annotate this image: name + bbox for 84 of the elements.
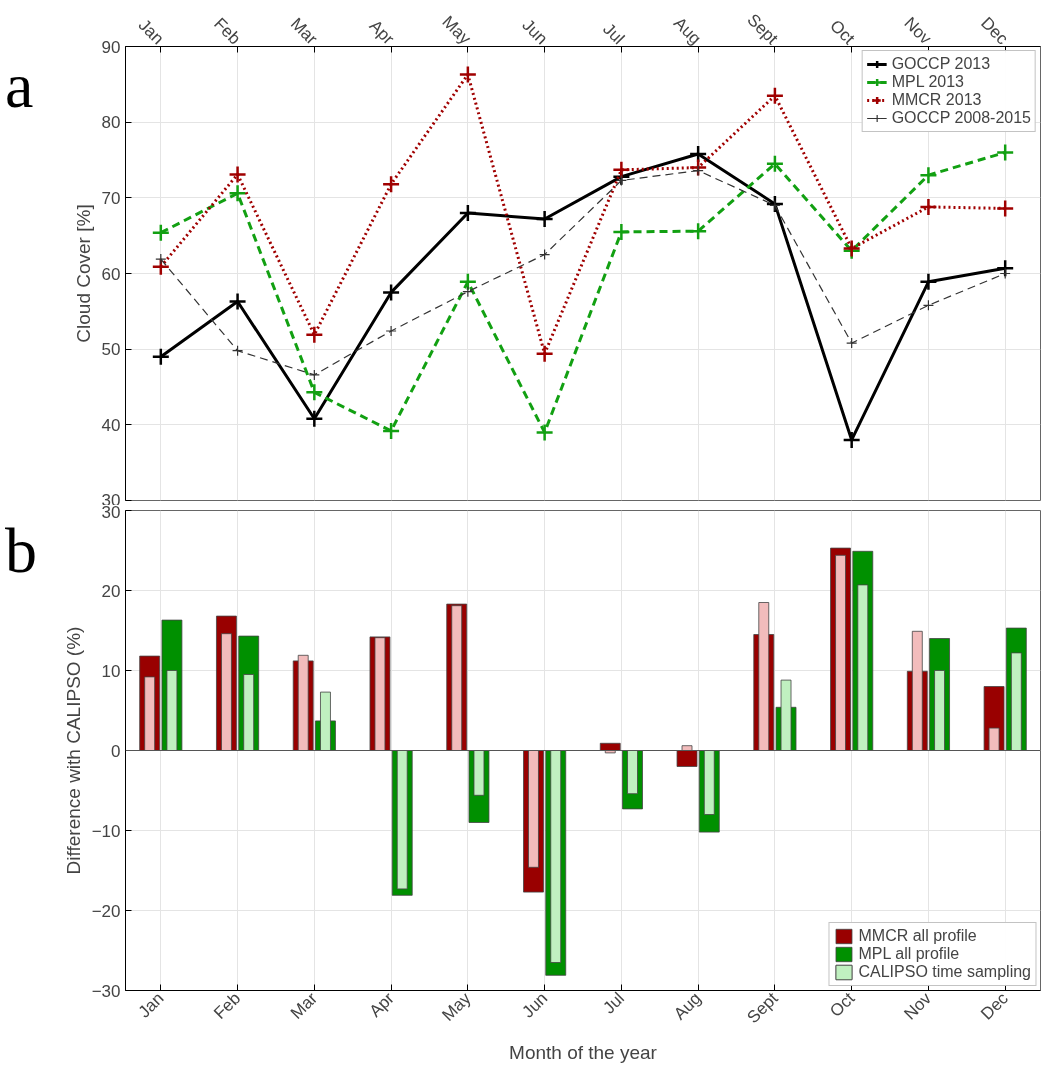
point [539,248,551,261]
point [228,165,247,184]
legend-label: GOCCP 2013 [891,55,991,73]
x-tick-label: Jan [134,988,168,1022]
x-axis-title: Month of the year [509,1041,658,1063]
y-tick-label: −20 [91,901,121,921]
y-tick-label: 60 [101,264,121,284]
point [765,86,785,105]
point [612,160,631,180]
point [458,65,478,84]
x-tick-label: Apr [365,16,399,49]
point [305,383,324,402]
point [151,347,171,366]
point [846,337,858,349]
x-tick-label: Oct [826,16,859,49]
legend-label: MPL all profile [858,945,960,963]
point [155,253,167,265]
y-tick-label: −10 [91,821,121,841]
y-tick-label: 40 [101,415,121,435]
point [308,369,320,381]
y-tick-label: −30 [91,981,121,1001]
point [842,430,861,450]
point [769,199,781,211]
point [228,184,247,203]
x-tick-label: Feb [210,988,245,1023]
y-tick-label: 80 [101,113,121,133]
x-tick-label: Jun [518,988,552,1022]
point [692,164,704,177]
point [919,165,938,185]
x-tick-label: Mar [286,14,322,49]
y-tick-label: 70 [101,188,121,208]
y-tick-label: 20 [101,581,121,601]
point [228,292,247,311]
x-tick-label: Dec [977,13,1013,49]
x-tick-label: Jun [518,15,552,49]
legend-label: GOCCP 2008-2015 [891,109,1031,127]
point [381,174,401,194]
point [688,221,708,241]
y-tick-label: 50 [101,340,121,360]
point [535,423,554,442]
point [151,223,171,242]
point [535,209,554,229]
point [919,272,938,292]
x-tick-label: Aug [670,13,705,49]
point [385,325,397,337]
point [231,345,244,357]
point [765,154,785,174]
point [995,143,1015,162]
legend-label: MMCR 2013 [891,91,982,109]
point [305,325,324,345]
y-axis-title: Difference with CALIPSO (%) [62,626,84,875]
legend-label: MPL 2013 [891,73,964,91]
legend-label: CALIPSO time sampling [858,963,1031,981]
x-tick-label: Jul [599,988,629,1018]
x-tick-label: Nov [900,13,936,49]
point [999,267,1011,280]
x-tick-label: Aug [670,988,705,1024]
point [535,344,554,363]
point [612,222,631,242]
x-tick-label: Mar [286,988,322,1023]
point [381,421,401,441]
x-tick-label: Apr [365,988,399,1021]
x-tick-label: Nov [900,988,936,1024]
point [919,197,938,217]
point [995,199,1015,218]
x-tick-label: Jul [599,19,629,49]
x-tick-label: Dec [977,988,1013,1024]
y-tick-label: 10 [101,661,121,681]
text: a [5,49,34,123]
point [615,174,627,187]
legend-label: MMCR all profile [858,927,977,945]
point [381,283,401,302]
point [305,409,324,429]
y-axis-title: Cloud Cover [%] [72,204,94,343]
x-tick-label: Feb [210,14,245,49]
y-tick-label: 90 [101,37,121,57]
x-tick-label: May [438,988,475,1025]
x-tick-label: Jan [134,15,168,49]
point [458,203,478,223]
point [922,299,935,311]
x-tick-label: Oct [826,988,859,1021]
text: b [5,514,37,588]
point [462,286,474,298]
y-tick-label: 0 [111,741,121,761]
